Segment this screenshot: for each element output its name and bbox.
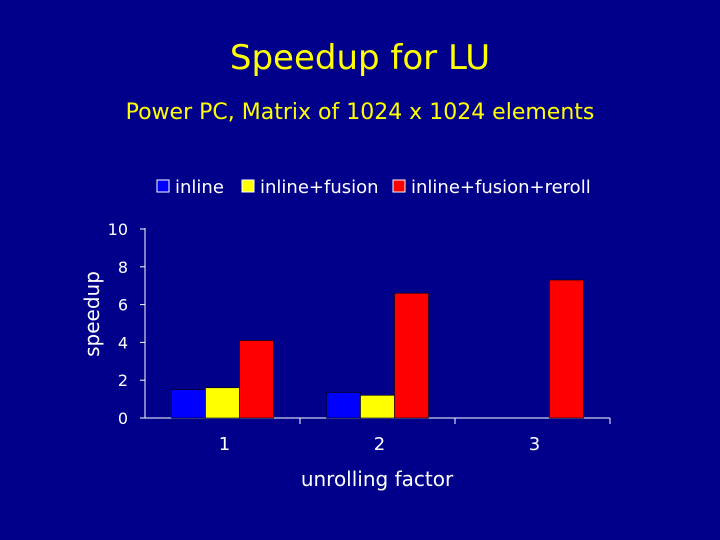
- x-tick-label: 3: [529, 434, 540, 455]
- slide-title: Speedup for LU: [229, 38, 491, 78]
- x-tick-label: 1: [219, 434, 230, 455]
- slide-subtitle: Power PC, Matrix of 1024 x 1024 elements: [125, 100, 595, 125]
- chart-legend: inline inline+fusion inline+fusion+reroll: [156, 177, 591, 198]
- legend-label: inline: [175, 177, 224, 198]
- legend-label: inline+fusion: [260, 177, 379, 198]
- legend-swatch: [241, 179, 255, 193]
- y-tick-label: 2: [118, 371, 128, 390]
- bar-inline-1: [171, 389, 206, 419]
- x-axis-label: unrolling factor: [301, 467, 454, 491]
- bar-inline-fusion-1: [205, 387, 240, 419]
- y-tick-label: 4: [118, 333, 128, 352]
- legend-swatch: [156, 179, 170, 193]
- legend-label: inline+fusion+reroll: [411, 177, 591, 198]
- y-axis-label: speedup: [80, 271, 104, 357]
- bar-inline-fusion-2: [360, 395, 395, 419]
- legend-swatch: [392, 179, 406, 193]
- bar-inline-fusion-reroll-2: [394, 292, 429, 419]
- y-tick-label: 0: [118, 409, 128, 428]
- y-tick-label: 10: [108, 220, 128, 239]
- bar-inline-fusion-reroll-3: [549, 279, 584, 419]
- x-tick-label: 2: [374, 434, 385, 455]
- y-tick-label: 6: [118, 296, 128, 315]
- bar-inline-fusion-reroll-1: [239, 340, 274, 419]
- y-tick-label: 8: [118, 258, 128, 277]
- chart-bars: [171, 279, 584, 419]
- bar-inline-2: [326, 392, 361, 419]
